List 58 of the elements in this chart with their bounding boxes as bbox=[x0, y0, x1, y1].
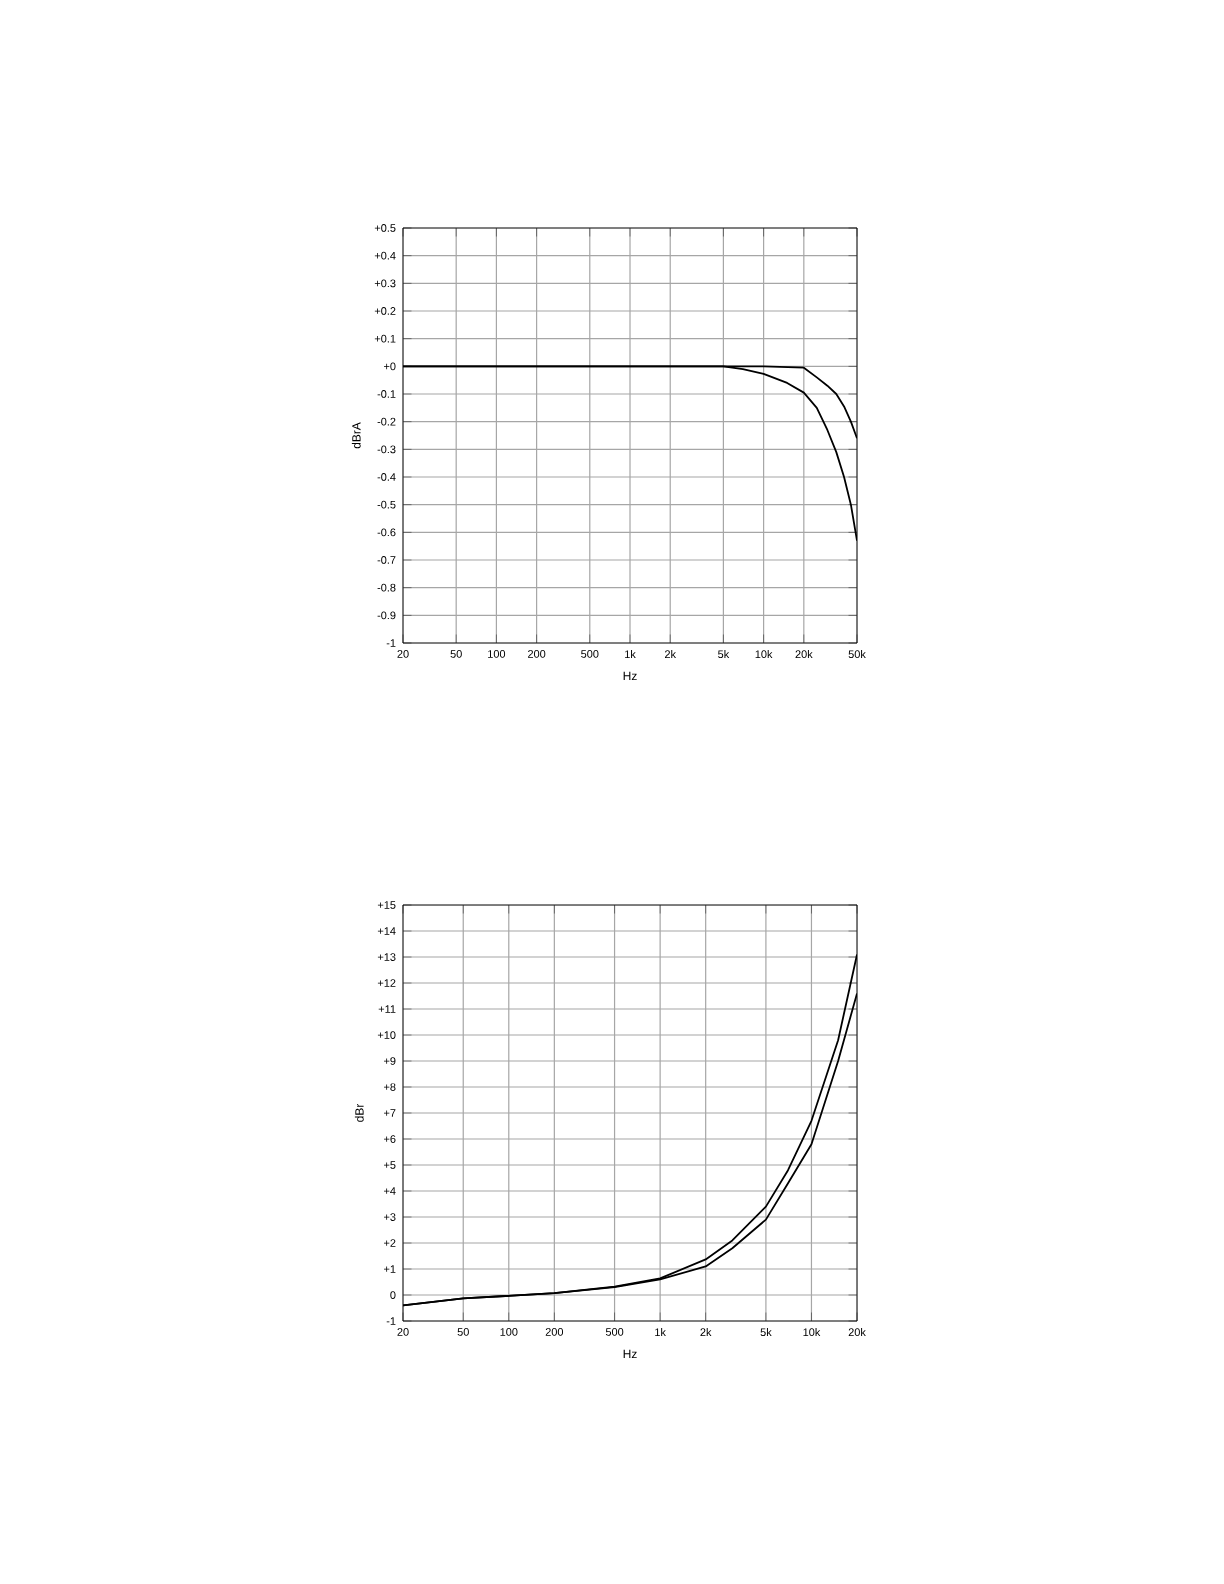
y-tick-label: +3 bbox=[384, 1213, 396, 1221]
y-tick-label: -1 bbox=[386, 1317, 396, 1325]
x-tick-label: 20 bbox=[397, 1328, 409, 1336]
y-tick-label: +10 bbox=[377, 1031, 396, 1039]
y-axis-title: dBr bbox=[354, 1103, 364, 1122]
y-tick-label: +0.5 bbox=[374, 224, 396, 232]
y-tick-label: +1 bbox=[384, 1265, 396, 1273]
x-tick-label: 2k bbox=[665, 650, 677, 658]
y-tick-label: +8 bbox=[384, 1083, 396, 1091]
y-tick-label: +15 bbox=[377, 901, 396, 909]
y-tick-label: +0.3 bbox=[374, 279, 396, 288]
x-tick-label: 1k bbox=[655, 1328, 666, 1336]
y-tick-label: +11 bbox=[378, 1005, 396, 1013]
y-tick-label: 0 bbox=[390, 1291, 396, 1299]
y-tick-label: +7 bbox=[384, 1109, 396, 1117]
y-tick-label: +2 bbox=[384, 1239, 396, 1247]
y-tick-label: -0.3 bbox=[377, 445, 396, 454]
x-tick-label: 10k bbox=[755, 650, 773, 659]
y-tick-label: +0.2 bbox=[374, 307, 396, 315]
y-tick-label: -0.6 bbox=[377, 528, 396, 537]
y-tick-label: -0.9 bbox=[377, 611, 396, 620]
y-tick-label: -1 bbox=[386, 639, 396, 647]
y-tick-label: +12 bbox=[377, 979, 396, 987]
x-tick-label: 20 bbox=[397, 650, 409, 658]
y-tick-label: +0.1 bbox=[374, 334, 396, 343]
x-tick-label: 20k bbox=[848, 1328, 866, 1337]
y-tick-label: +5 bbox=[384, 1161, 396, 1169]
x-tick-label: 50k bbox=[848, 650, 866, 659]
x-tick-label: 500 bbox=[581, 650, 599, 658]
x-tick-label: 100 bbox=[500, 1328, 518, 1336]
y-axis-title: dBrA bbox=[351, 422, 361, 449]
y-tick-label: +0.4 bbox=[374, 251, 396, 260]
y-tick-label: -0.4 bbox=[377, 473, 396, 481]
x-tick-label: 200 bbox=[545, 1328, 564, 1336]
y-tick-label: -0.5 bbox=[377, 500, 396, 509]
x-tick-label: 20k bbox=[795, 650, 813, 659]
x-axis-title: Hz bbox=[623, 1349, 637, 1359]
x-axis-title: Hz bbox=[623, 671, 637, 680]
x-tick-label: 50 bbox=[457, 1328, 469, 1336]
x-tick-label: 200 bbox=[528, 650, 546, 658]
y-tick-label: +9 bbox=[384, 1057, 396, 1065]
x-tick-label: 1k bbox=[625, 650, 636, 658]
y-tick-label: +4 bbox=[384, 1187, 396, 1195]
x-tick-label: 10k bbox=[803, 1328, 821, 1337]
y-tick-label: -0.7 bbox=[377, 556, 396, 564]
y-tick-label: -0.2 bbox=[377, 417, 396, 426]
x-tick-label: 5k bbox=[718, 650, 730, 659]
y-tick-label: -0.8 bbox=[377, 583, 396, 592]
y-tick-label: +6 bbox=[384, 1135, 396, 1143]
y-tick-label: +13 bbox=[377, 953, 396, 961]
x-tick-label: 500 bbox=[605, 1328, 624, 1336]
x-tick-label: 2k bbox=[700, 1328, 712, 1336]
y-tick-label: -0.1 bbox=[377, 390, 396, 398]
x-tick-label: 50 bbox=[450, 650, 462, 658]
x-tick-label: 100 bbox=[488, 650, 506, 658]
x-tick-label: 5k bbox=[760, 1328, 772, 1337]
y-tick-label: +0 bbox=[384, 362, 396, 371]
y-tick-label: +14 bbox=[377, 927, 396, 935]
